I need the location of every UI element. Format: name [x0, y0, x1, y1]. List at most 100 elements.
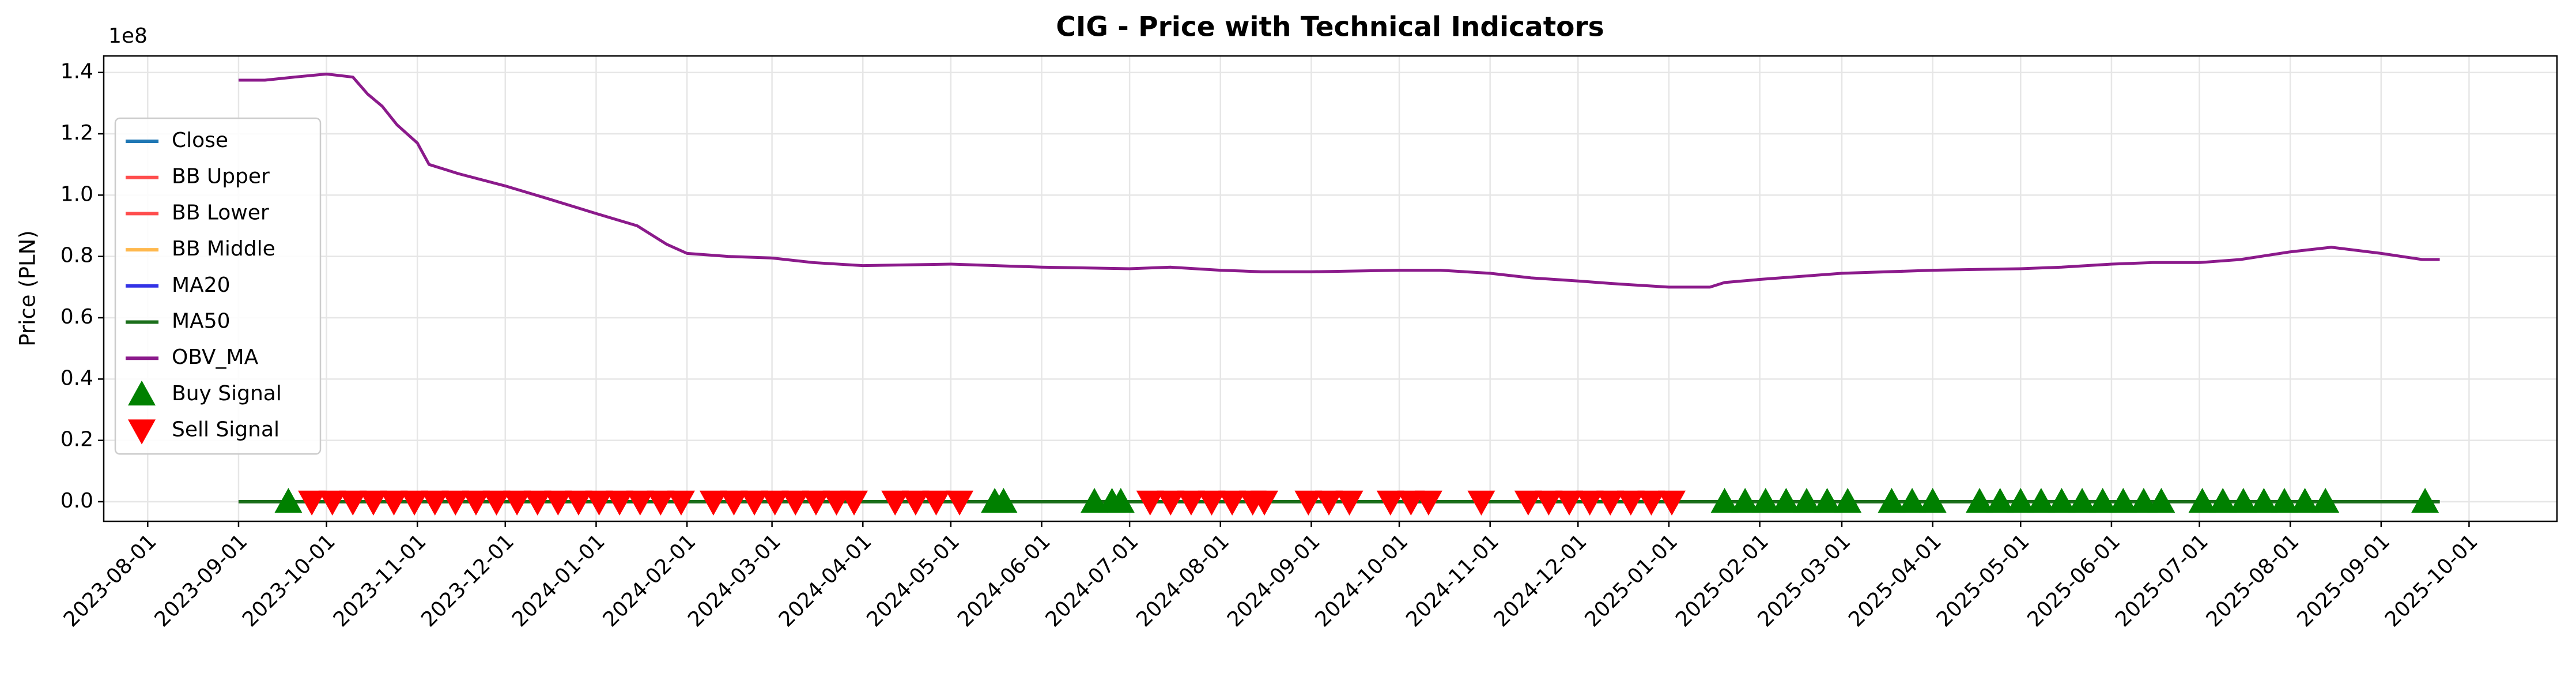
signal-marker [1834, 487, 1862, 513]
signal-marker [544, 490, 572, 516]
signal-marker [1251, 490, 1279, 516]
legend: Close BB Upper BB Lower BB Middle MA20 MA50 OB… [114, 117, 322, 455]
signal-marker [2048, 487, 2076, 513]
signal-marker [2068, 487, 2097, 513]
signal-marker [2188, 487, 2216, 513]
signal-marker [626, 490, 654, 516]
signal-marker [298, 490, 326, 516]
signal-marker [462, 490, 490, 516]
signal-marker [503, 490, 531, 516]
signal-marker [989, 487, 1018, 513]
signal-marker [1198, 490, 1226, 516]
signal-marker [523, 490, 552, 516]
signal-marker [1751, 487, 1780, 513]
signal-marker [1898, 487, 1927, 513]
signal-marker [1772, 487, 1800, 513]
signal-marker [840, 490, 868, 516]
signal-marker [1157, 490, 1185, 516]
signal-marker [380, 490, 408, 516]
legend-label: BB Lower [172, 201, 269, 224]
series-line [238, 72, 2440, 289]
signal-marker [2027, 487, 2055, 513]
signal-marker [1514, 490, 1542, 516]
y-tick-label: 1.2 [61, 121, 93, 145]
legend-box [114, 117, 322, 455]
y-offset-label: 1e8 [108, 24, 148, 48]
signal-marker [1177, 490, 1205, 516]
plot-frame [103, 55, 2558, 522]
y-tick-label: 0.8 [61, 244, 93, 268]
signal-marker [822, 490, 851, 516]
legend-label: MA50 [172, 310, 231, 333]
y-tick-label: 0.4 [61, 366, 93, 390]
y-tick-label: 1.4 [61, 60, 93, 84]
signal-marker [1376, 490, 1404, 516]
signal-marker [274, 487, 303, 513]
signal-marker [1986, 487, 2014, 513]
signal-marker [2250, 487, 2278, 513]
signal-marker [1731, 487, 1759, 513]
signal-marker [1106, 487, 1135, 513]
signal-marker [1792, 487, 1820, 513]
legend-label: Close [172, 129, 228, 152]
signal-marker [1918, 487, 1947, 513]
signal-marker [1467, 490, 1495, 516]
legend-label: MA20 [172, 273, 231, 297]
legend-label: OBV_MA [172, 345, 259, 369]
legend-label: Sell Signal [172, 418, 279, 442]
signal-marker [2411, 487, 2439, 513]
signal-marker [2209, 487, 2237, 513]
signal-marker [318, 490, 346, 516]
legend-label: Buy Signal [172, 382, 282, 405]
signal-marker [922, 490, 950, 516]
signal-marker [741, 490, 769, 516]
signal-marker [1658, 490, 1686, 516]
signal-marker [2088, 487, 2117, 513]
signal-marker [359, 490, 387, 516]
signal-marker [2229, 487, 2257, 513]
signal-marker [667, 490, 695, 516]
legend-handle [128, 419, 156, 445]
signal-marker [1218, 490, 1247, 516]
signal-marker [2147, 487, 2175, 513]
signal-marker [1813, 487, 1841, 513]
signal-marker [1081, 487, 1109, 513]
signal-marker [1596, 490, 1625, 516]
legend-label: BB Upper [172, 165, 270, 189]
y-tick-label: 0.0 [61, 489, 93, 513]
signal-marker [585, 490, 613, 516]
signal-marker [699, 490, 727, 516]
signal-marker [1397, 490, 1425, 516]
signal-marker [606, 490, 634, 516]
signal-marker [720, 490, 748, 516]
signal-marker [1535, 490, 1563, 516]
signal-marker [1335, 490, 1363, 516]
signal-marker [2291, 487, 2319, 513]
signal-marker [421, 490, 449, 516]
signal-marker [2129, 487, 2158, 513]
signal-marker [1576, 490, 1604, 516]
signal-marker [802, 490, 830, 516]
y-tick-label: 0.6 [61, 305, 93, 329]
signal-marker [564, 490, 592, 516]
signal-marker [1555, 490, 1584, 516]
legend-handle [128, 380, 156, 406]
signal-marker [441, 490, 470, 516]
y-axis-label: Price (PLN) [16, 230, 40, 347]
signal-marker [647, 490, 675, 516]
legend-label: BB Middle [172, 237, 275, 261]
signal-marker [1136, 490, 1164, 516]
signal-marker [1637, 490, 1665, 516]
signal-marker [1878, 487, 1906, 513]
signal-marker [2109, 487, 2137, 513]
y-tick-label: 1.0 [61, 182, 93, 206]
signal-marker [946, 490, 974, 516]
signal-marker [1414, 490, 1442, 516]
signal-marker [2271, 487, 2298, 513]
signal-marker [901, 490, 930, 516]
signal-marker [2311, 487, 2340, 513]
signal-marker [881, 490, 909, 516]
signal-marker [1966, 487, 1994, 513]
